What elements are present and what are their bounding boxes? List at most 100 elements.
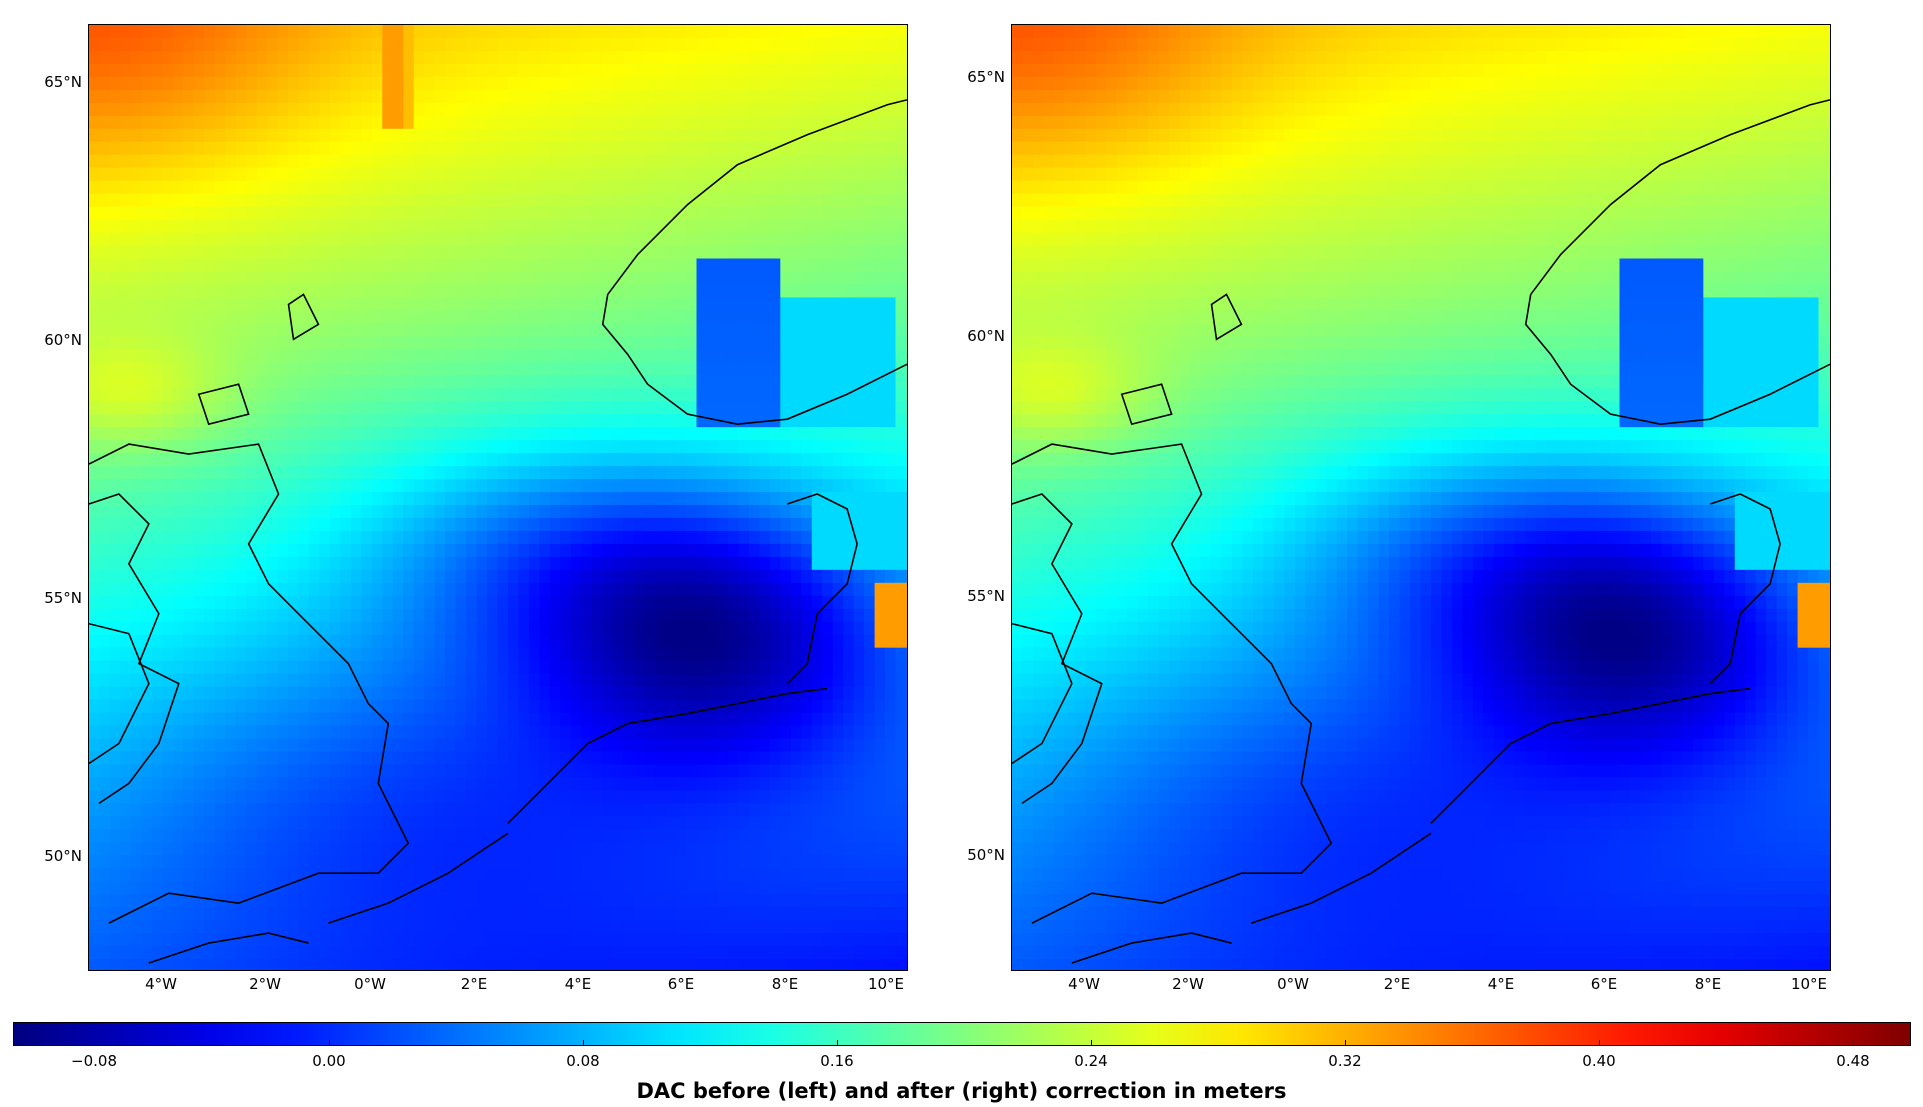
dac-grid-cell	[329, 89, 341, 104]
dac-grid-cell	[748, 569, 760, 584]
dac-grid-cell	[329, 336, 341, 350]
dac-grid-cell	[350, 621, 362, 636]
dac-grid-cell	[549, 673, 561, 688]
dac-grid-cell	[267, 582, 279, 597]
dac-grid-cell	[864, 543, 876, 558]
dac-grid-cell	[748, 271, 760, 286]
dac-grid-cell	[319, 349, 331, 363]
dac-grid-cell	[874, 154, 886, 169]
dac-grid-cell	[591, 530, 603, 545]
dac-grid-cell	[507, 414, 520, 428]
dac-grid-cell	[225, 167, 237, 182]
dac-grid-cell	[738, 712, 750, 727]
dac-grid-cell	[665, 50, 677, 65]
dac-grid-cell	[581, 492, 593, 506]
dac-grid-cell	[288, 621, 300, 636]
dac-grid-cell	[162, 479, 174, 493]
dac-grid-cell	[151, 686, 163, 701]
dac-grid-cell	[549, 712, 561, 727]
dac-grid-cell	[581, 712, 593, 727]
dac-grid-cell	[549, 453, 561, 467]
dac-grid-cell	[612, 37, 624, 52]
dac-grid-cell	[225, 50, 237, 65]
dac-grid-cell	[591, 180, 603, 195]
dac-grid-cell	[706, 50, 719, 65]
dac-grid-cell	[403, 725, 415, 740]
dac-grid-cell	[319, 634, 331, 649]
dac-grid-cell	[371, 232, 383, 247]
dac-grid-cell	[790, 258, 802, 273]
dac-grid-cell	[706, 466, 719, 480]
dac-grid-cell	[350, 76, 362, 91]
dac-grid-cell	[89, 803, 101, 817]
dac-grid-cell	[319, 193, 331, 208]
dac-grid-cell	[466, 362, 478, 376]
dac-grid-cell	[706, 232, 719, 247]
dac-grid-cell	[612, 310, 624, 324]
dac-grid-cell	[811, 89, 823, 104]
dac-grid-cell	[759, 725, 771, 740]
dac-grid-cell	[665, 440, 677, 454]
dac-grid-cell	[487, 816, 499, 830]
dac-grid-cell	[361, 790, 373, 804]
dac-grid-cell	[340, 310, 352, 324]
dac-grid-cell	[476, 401, 488, 415]
dac-grid-cell	[769, 453, 781, 467]
dac-grid-cell	[392, 556, 404, 571]
dac-grid-cell	[497, 543, 509, 558]
dac-grid-cell	[288, 63, 300, 78]
dac-grid-cell	[560, 582, 572, 597]
dac-grid-cell	[822, 245, 834, 260]
dac-grid-cell	[277, 466, 289, 480]
dac-grid-cell	[549, 751, 561, 766]
dac-grid-cell	[769, 660, 781, 675]
dac-grid-cell	[644, 543, 656, 558]
dac-grid-cell	[308, 530, 321, 545]
dac-grid-cell	[476, 258, 488, 273]
dac-grid-cell	[235, 556, 247, 571]
dac-grid-cell	[874, 414, 886, 428]
dac-grid-cell	[581, 388, 593, 402]
dac-grid-cell	[591, 582, 603, 597]
dac-grid-cell	[392, 206, 404, 221]
dac-grid-cell	[455, 388, 467, 402]
dac-grid-cell	[654, 764, 666, 779]
dac-grid-cell	[141, 102, 153, 117]
dac-grid-cell	[371, 219, 383, 234]
dac-grid-cell	[350, 193, 362, 208]
dac-grid-cell	[319, 621, 331, 636]
dac-grid-cell	[277, 453, 289, 467]
dac-grid-cell	[801, 427, 813, 441]
dac-grid-cell	[518, 284, 530, 299]
dac-grid-cell	[424, 686, 436, 701]
dac-grid-cell	[204, 517, 216, 532]
dac-grid-cell	[319, 63, 331, 78]
dac-grid-cell	[539, 219, 551, 234]
dac-grid-cell	[162, 76, 174, 91]
dac-grid-cell	[183, 673, 195, 688]
dac-grid-cell	[864, 284, 876, 299]
dac-grid-cell	[403, 89, 415, 104]
dac-grid-cell	[811, 219, 823, 234]
dac-grid-cell	[340, 530, 352, 545]
dac-grid-cell	[853, 504, 865, 519]
dac-grid-cell	[141, 297, 153, 311]
dac-grid-cell	[319, 725, 331, 740]
dac-grid-cell	[654, 803, 666, 817]
dac-grid-cell	[644, 323, 656, 337]
dac-grid-cell	[183, 102, 195, 117]
dac-grid-cell	[403, 323, 415, 337]
dac-grid-cell	[727, 699, 740, 714]
dac-grid-cell	[109, 842, 122, 856]
dac-grid-cell	[507, 660, 520, 675]
dac-grid-cell	[109, 829, 122, 843]
dac-grid-cell	[665, 569, 677, 584]
dac-grid-cell	[665, 297, 677, 311]
dac-grid-cell	[696, 219, 708, 234]
dac-grid-cell	[298, 673, 310, 688]
dac-grid-cell	[277, 725, 289, 740]
dac-grid-cell	[748, 790, 760, 804]
dac-grid-cell	[675, 232, 687, 247]
dac-grid-cell	[759, 388, 771, 402]
dac-grid-cell	[235, 388, 247, 402]
